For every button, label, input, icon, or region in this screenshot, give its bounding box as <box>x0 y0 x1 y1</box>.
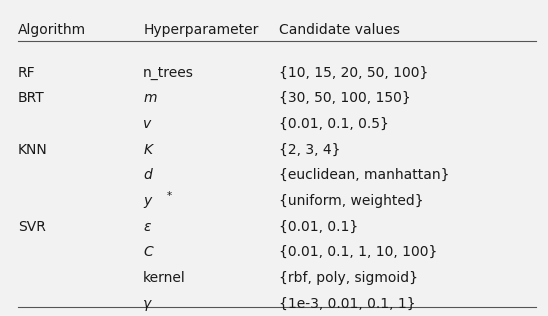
Text: {1e-3, 0.01, 0.1, 1}: {1e-3, 0.01, 0.1, 1} <box>279 297 416 311</box>
Text: BRT: BRT <box>18 91 44 105</box>
Text: {0.01, 0.1, 0.5}: {0.01, 0.1, 0.5} <box>279 117 389 131</box>
Text: {0.01, 0.1}: {0.01, 0.1} <box>279 220 359 234</box>
Text: γ: γ <box>143 297 151 311</box>
Text: KNN: KNN <box>18 143 48 157</box>
Text: {2, 3, 4}: {2, 3, 4} <box>279 143 341 157</box>
Text: y: y <box>143 194 151 208</box>
Text: {euclidean, manhattan}: {euclidean, manhattan} <box>279 168 450 182</box>
Text: n_trees: n_trees <box>143 66 194 80</box>
Text: {uniform, weighted}: {uniform, weighted} <box>279 194 424 208</box>
Text: d: d <box>143 168 152 182</box>
Text: {rbf, poly, sigmoid}: {rbf, poly, sigmoid} <box>279 271 419 285</box>
Text: {10, 15, 20, 50, 100}: {10, 15, 20, 50, 100} <box>279 66 429 80</box>
Text: v: v <box>143 117 151 131</box>
Text: *: * <box>167 191 172 201</box>
Text: RF: RF <box>18 66 36 80</box>
Text: {0.01, 0.1, 1, 10, 100}: {0.01, 0.1, 1, 10, 100} <box>279 245 438 259</box>
Text: ε: ε <box>143 220 151 234</box>
Text: SVR: SVR <box>18 220 45 234</box>
Text: K: K <box>143 143 152 157</box>
Text: C: C <box>143 245 153 259</box>
Text: Hyperparameter: Hyperparameter <box>143 23 259 37</box>
Text: m: m <box>143 91 157 105</box>
Text: kernel: kernel <box>143 271 186 285</box>
Text: {30, 50, 100, 150}: {30, 50, 100, 150} <box>279 91 411 105</box>
Text: Algorithm: Algorithm <box>18 23 86 37</box>
Text: Candidate values: Candidate values <box>279 23 401 37</box>
